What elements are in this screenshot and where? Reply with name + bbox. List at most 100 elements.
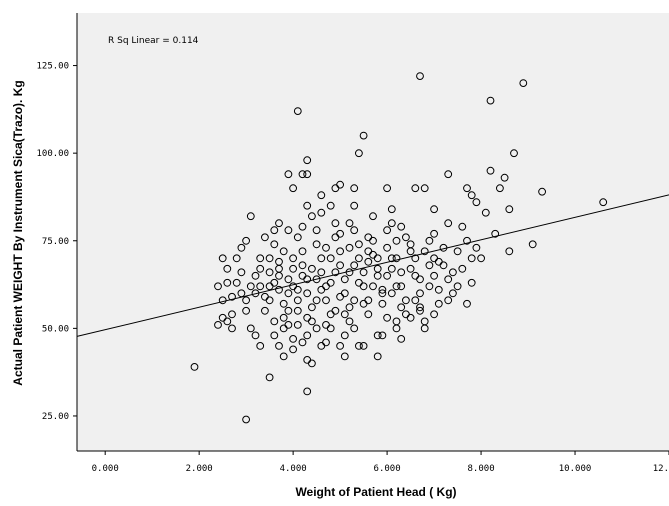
data-point — [392, 317, 401, 326]
data-point — [350, 201, 359, 210]
data-point — [242, 415, 251, 424]
data-point — [500, 173, 509, 182]
data-point — [298, 170, 307, 179]
r-squared-annotation: R Sq Linear = 0.114 — [108, 36, 199, 46]
data-point — [430, 271, 439, 280]
data-point — [449, 268, 457, 277]
data-point — [350, 296, 359, 305]
data-point — [317, 191, 326, 200]
y-tick-label: 125.00 — [36, 62, 69, 72]
data-point — [340, 352, 349, 361]
data-point — [284, 289, 293, 298]
data-point — [444, 275, 453, 284]
data-point — [312, 275, 321, 284]
data-point — [242, 236, 251, 245]
data-point — [467, 278, 476, 287]
data-point — [383, 271, 392, 280]
data-point — [528, 240, 537, 249]
data-point — [364, 257, 373, 266]
data-point — [416, 72, 424, 80]
data-point — [303, 170, 312, 179]
data-point — [261, 306, 269, 315]
data-point — [387, 219, 396, 228]
data-point — [265, 296, 274, 305]
data-point — [411, 184, 420, 193]
data-point — [270, 317, 279, 326]
data-point — [228, 292, 236, 301]
data-point — [359, 342, 368, 350]
data-point — [293, 321, 302, 329]
data-point — [444, 170, 453, 179]
data-point — [430, 205, 439, 214]
data-point — [317, 285, 326, 294]
data-point — [397, 222, 406, 231]
data-point — [355, 278, 363, 287]
data-point — [303, 156, 312, 165]
data-point — [378, 331, 387, 340]
data-point — [359, 299, 368, 308]
data-point — [242, 306, 251, 315]
data-point — [430, 310, 439, 319]
data-point — [453, 282, 462, 291]
data-point — [256, 264, 265, 273]
data-point — [270, 278, 279, 287]
data-point — [326, 254, 335, 263]
y-axis-ticks: 25.00 50.00 75.00 100.00 125.00 — [36, 62, 77, 422]
data-point — [312, 226, 321, 235]
data-point — [373, 352, 382, 361]
data-point — [214, 321, 222, 329]
data-point — [279, 247, 288, 256]
data-point — [279, 299, 288, 308]
data-point — [383, 184, 392, 193]
data-point — [387, 254, 396, 263]
regression-line — [76, 194, 669, 337]
data-point — [359, 131, 368, 140]
data-point — [387, 205, 396, 214]
data-point — [303, 289, 312, 298]
data-point — [232, 254, 241, 263]
data-point — [312, 296, 321, 305]
data-point — [317, 342, 326, 350]
data-point — [228, 324, 236, 333]
data-point — [308, 359, 316, 368]
data-point — [284, 170, 293, 179]
data-point — [369, 250, 377, 259]
data-point — [275, 264, 283, 273]
data-point — [246, 212, 255, 221]
data-point — [340, 331, 349, 340]
y-axis-title: Actual Patient WEIGHT By Instrument Sica… — [11, 80, 25, 385]
data-point — [322, 321, 330, 329]
data-point — [420, 247, 429, 256]
data-point — [416, 306, 424, 315]
data-point — [369, 212, 377, 221]
data-points — [190, 72, 608, 424]
data-point — [397, 335, 406, 343]
data-point — [397, 268, 406, 277]
data-point — [275, 342, 283, 350]
x-tick-label: 10.000 — [559, 464, 592, 474]
data-point — [458, 222, 467, 231]
data-point — [449, 289, 457, 298]
data-point — [303, 201, 312, 210]
data-point — [256, 342, 265, 350]
data-point — [496, 184, 504, 193]
data-point — [298, 261, 307, 270]
data-point — [242, 296, 251, 305]
data-point — [293, 285, 302, 294]
data-point — [317, 208, 326, 217]
data-point — [261, 233, 269, 242]
data-point — [308, 264, 316, 273]
data-point — [378, 289, 387, 298]
data-point — [293, 306, 302, 315]
data-point — [284, 275, 293, 284]
data-point — [425, 261, 434, 270]
data-point — [322, 296, 330, 305]
data-point — [251, 271, 260, 280]
plot-area — [77, 13, 669, 451]
axes — [76, 13, 669, 452]
data-point — [237, 268, 246, 277]
data-point — [383, 226, 392, 235]
data-point — [303, 331, 312, 340]
data-point — [228, 310, 236, 319]
data-point — [444, 296, 453, 305]
